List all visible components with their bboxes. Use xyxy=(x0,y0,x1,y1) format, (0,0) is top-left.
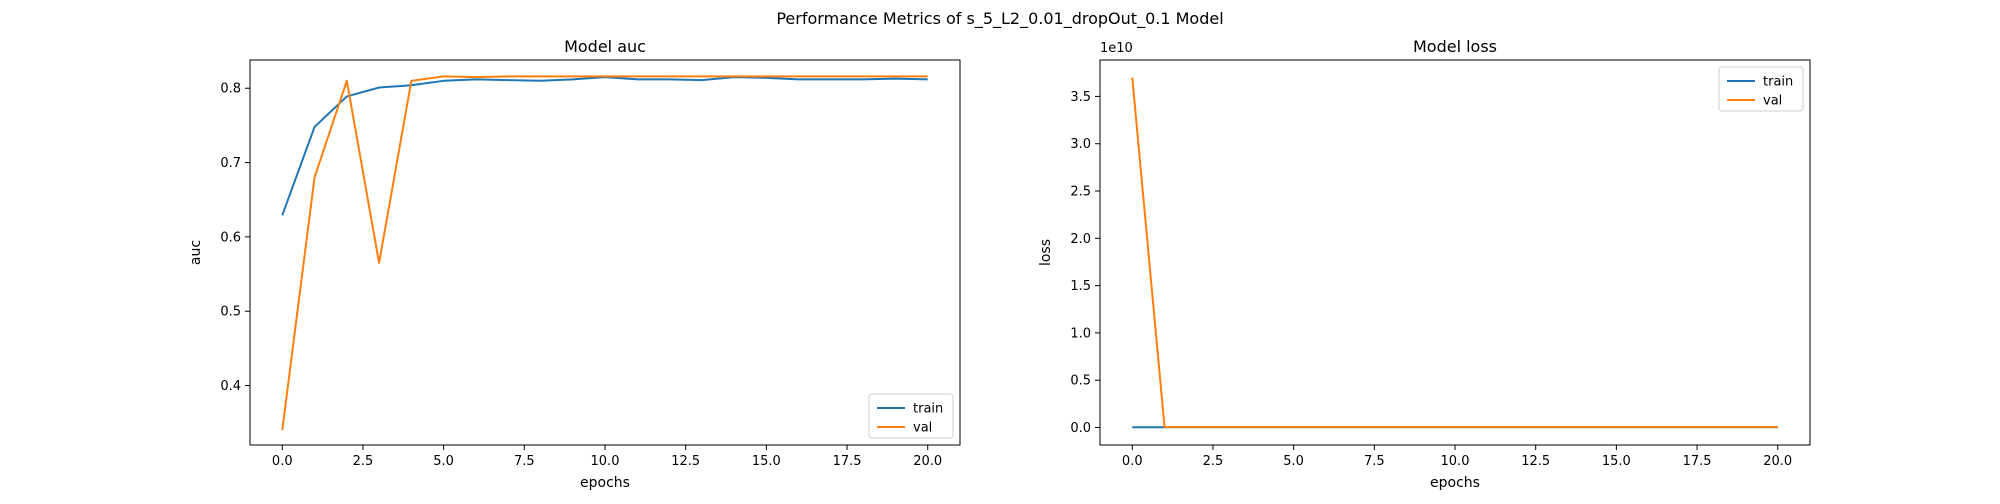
y-axis-label: auc xyxy=(188,240,204,265)
x-tick-label: 17.5 xyxy=(833,454,862,469)
y-tick-label: 0.5 xyxy=(220,305,241,320)
y-tick-label: 1.5 xyxy=(1070,279,1091,294)
x-tick-label: 2.5 xyxy=(1203,454,1224,469)
axes-frame xyxy=(1099,59,1811,446)
legend-label-val: val xyxy=(1763,94,1782,109)
x-tick-label: 0.0 xyxy=(272,454,293,469)
x-tick-label: 7.5 xyxy=(514,454,535,469)
loss-plot: Model loss 0.0 2.5 5.0 7.5 10.0 12.5 15.0 17.5 20… xyxy=(1038,37,1811,491)
x-tick-label: 2.5 xyxy=(353,454,374,469)
y-tick-label: 2.5 xyxy=(1070,185,1091,200)
y-tick-label: 0.8 xyxy=(220,82,241,97)
y-tick-label: 0.6 xyxy=(220,230,241,245)
chart-title: Model auc xyxy=(564,37,646,56)
y-tick-label: 0.5 xyxy=(1070,374,1091,389)
y-tick-label: 0.4 xyxy=(220,379,241,394)
x-tick-label: 12.5 xyxy=(671,454,700,469)
legend-label-train: train xyxy=(913,402,943,417)
x-axis-label: epochs xyxy=(580,475,630,491)
x-tick-label: 17.5 xyxy=(1683,454,1712,469)
y-tick-label: 1.0 xyxy=(1070,326,1091,341)
x-tick-label: 5.0 xyxy=(433,454,454,469)
x-tick-label: 10.0 xyxy=(1441,454,1470,469)
series-line-val xyxy=(281,75,928,431)
series-line-train xyxy=(281,76,928,216)
y-axis-label: loss xyxy=(1038,239,1054,266)
legend-label-val: val xyxy=(913,421,932,436)
axes-frame xyxy=(249,59,961,446)
legend-label-train: train xyxy=(1763,75,1793,90)
y-tick-label: 0.0 xyxy=(1070,421,1091,436)
legend: train val xyxy=(868,393,954,439)
x-tick-label: 20.0 xyxy=(1763,454,1792,469)
legend: train val xyxy=(1718,66,1804,112)
auc-plot: Model auc 0.0 2.5 5.0 7.5 10.0 12.5 15.0 17.5 20.… xyxy=(188,37,961,491)
x-tick-label: 15.0 xyxy=(1602,454,1631,469)
x-tick-label: 12.5 xyxy=(1521,454,1550,469)
y-tick-label: 3.5 xyxy=(1070,90,1091,105)
y-tick-label: 2.0 xyxy=(1070,232,1091,247)
x-axis-label: epochs xyxy=(1430,475,1480,491)
y-offset-label: 1e10 xyxy=(1100,41,1133,56)
x-tick-label: 0.0 xyxy=(1122,454,1143,469)
series-line-val xyxy=(1131,77,1778,429)
x-tick-label: 20.0 xyxy=(913,454,942,469)
x-tick-label: 5.0 xyxy=(1283,454,1304,469)
y-tick-label: 3.0 xyxy=(1070,137,1091,152)
figure-suptitle: Performance Metrics of s_5_L2_0.01_dropO… xyxy=(776,9,1223,29)
chart-title: Model loss xyxy=(1413,37,1497,56)
x-tick-label: 10.0 xyxy=(591,454,620,469)
x-tick-label: 7.5 xyxy=(1364,454,1385,469)
y-tick-label: 0.7 xyxy=(220,156,241,171)
x-tick-label: 15.0 xyxy=(752,454,781,469)
